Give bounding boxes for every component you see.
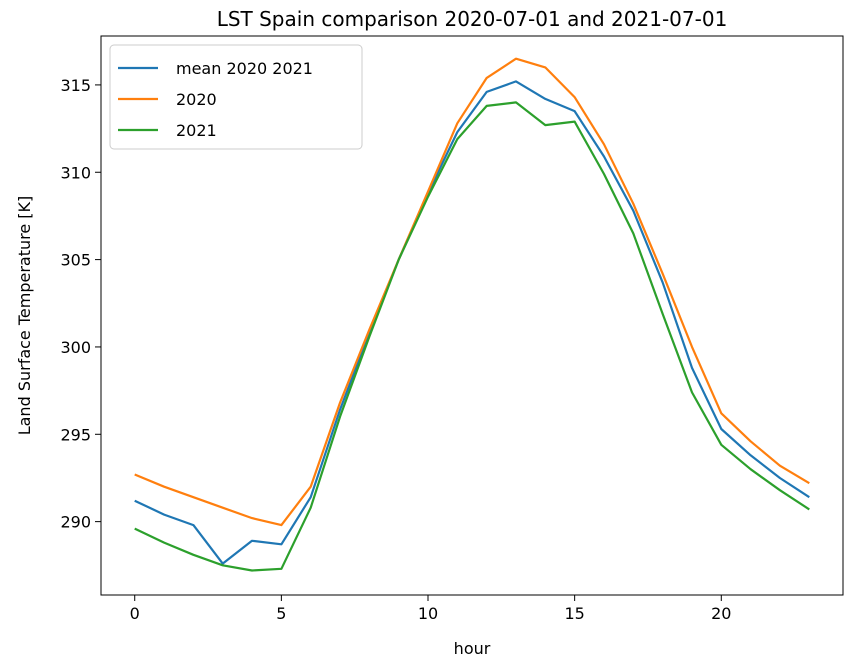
y-tick-label: 300 xyxy=(60,338,91,357)
legend-label: mean 2020 2021 xyxy=(176,59,313,78)
x-axis-label: hour xyxy=(454,639,491,658)
y-tick-label: 295 xyxy=(60,425,91,444)
x-tick-label: 20 xyxy=(711,604,731,623)
y-axis-label: Land Surface Temperature [K] xyxy=(15,196,34,436)
x-axis: 0 5 10 15 20 xyxy=(130,595,731,623)
legend-label: 2021 xyxy=(176,121,217,140)
x-tick-label: 0 xyxy=(130,604,140,623)
y-tick-label: 310 xyxy=(60,163,91,182)
legend-box xyxy=(109,44,363,150)
y-tick-label: 290 xyxy=(60,513,91,532)
y-tick-label: 315 xyxy=(60,76,91,95)
chart-title: LST Spain comparison 2020-07-01 and 2021… xyxy=(217,7,728,31)
series-lines xyxy=(134,57,810,572)
series-line-0 xyxy=(134,80,810,565)
series-line-1 xyxy=(134,57,810,527)
x-tick-label: 15 xyxy=(564,604,584,623)
legend-label: 2020 xyxy=(176,90,217,109)
legend: mean 2020 2021 2020 2021 xyxy=(109,44,363,150)
x-tick-label: 10 xyxy=(418,604,438,623)
y-tick-label: 305 xyxy=(60,251,91,270)
plot-frame xyxy=(100,35,844,596)
series-line-2 xyxy=(134,101,810,572)
x-tick-label: 5 xyxy=(276,604,286,623)
y-axis: 290 295 300 305 310 315 xyxy=(60,76,101,532)
